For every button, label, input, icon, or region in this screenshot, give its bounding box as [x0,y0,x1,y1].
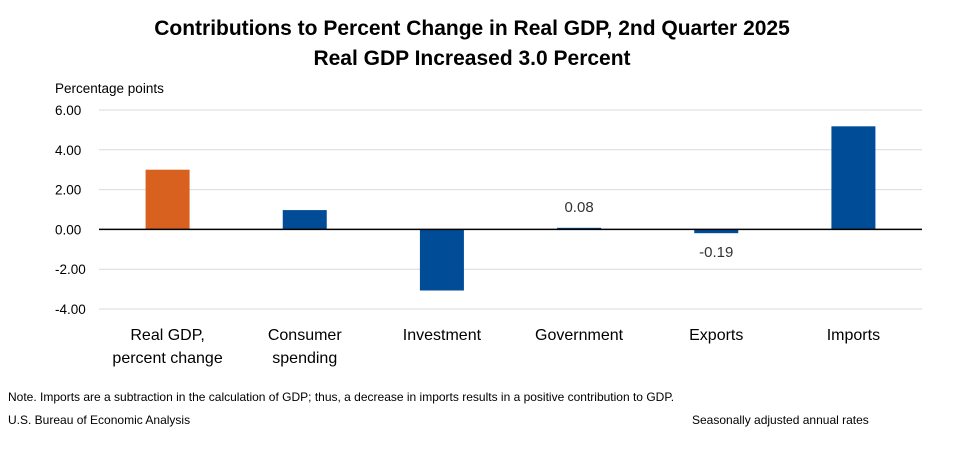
category-label-line: Exports [689,327,743,344]
category-label: Exports [689,327,743,344]
chart-subtitle: Real GDP Increased 3.0 Percent [313,47,631,70]
y-tick-label: -4.00 [55,302,86,317]
y-tick-label: 6.00 [55,103,81,118]
bar [831,126,876,230]
data-label: -0.19 [699,244,733,261]
category-label: Investment [403,327,482,344]
y-tick-label: 2.00 [55,183,81,198]
y-axis-label: Percentage points [55,81,164,96]
category-label: Imports [827,327,880,344]
rate-note: Seasonally adjusted annual rates [692,413,869,427]
category-label: Government [535,327,624,344]
chart-title: Contributions to Percent Change in Real … [154,17,790,40]
category-label: Consumer spending [268,327,342,367]
category-label-line: Real GDP, [130,327,204,344]
data-label: 0.08 [564,199,593,216]
y-tick-label: -2.00 [55,262,86,277]
category-label-line: Imports [827,327,880,344]
category-label-line: Investment [403,327,482,344]
y-tick-label: 0.00 [55,222,81,237]
bar [145,169,190,230]
category-label-line: Consumer [268,327,342,344]
category-label-line: percent change [112,350,222,367]
bar [419,229,464,291]
category-label-line: spending [272,350,337,367]
footnote: Note. Imports are a subtraction in the c… [8,390,675,404]
bar [557,227,602,230]
category-label-line: Government [535,327,624,344]
bar [282,210,327,230]
bar-chart: 6.00 4.00 2.00 0.00 -2.00 -4.00 Real GDP, perce… [55,103,922,367]
bar [694,229,739,234]
category-label: Real GDP, percent change [112,327,222,367]
source-credit: U.S. Bureau of Economic Analysis [8,413,191,427]
y-tick-label: 4.00 [55,143,81,158]
